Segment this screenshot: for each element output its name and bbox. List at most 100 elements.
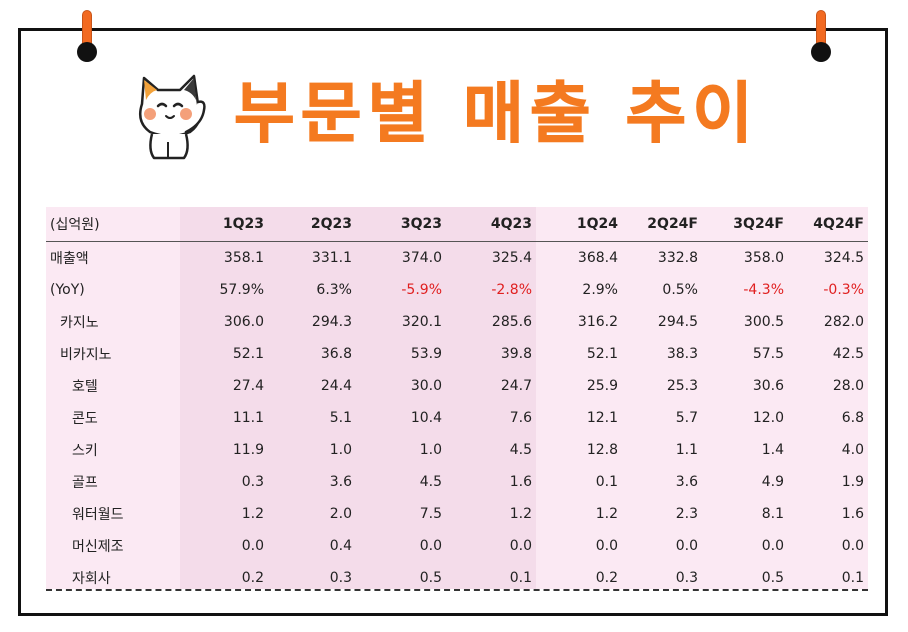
table-row: 매출액 358.1 331.1 374.0 325.4 368.4 332.8 358.0 32… (46, 242, 868, 275)
table-cell: 4.0 (841, 442, 864, 458)
col-header: 3Q23 (356, 207, 446, 242)
table-cell: 358.1 (223, 250, 264, 266)
table-cell: -2.8% (491, 282, 532, 298)
table-row: 골프 0.3 3.6 4.5 1.6 0.1 3.6 4.9 1.9 (46, 466, 868, 498)
table-cell: 12.0 (752, 410, 784, 426)
table-cell: 7.5 (419, 506, 442, 522)
table-cell: 294.3 (311, 314, 352, 330)
table-cell: 10.4 (410, 410, 442, 426)
table-cell: 4.5 (419, 474, 442, 490)
cat-mascot-icon (139, 74, 206, 160)
table-cell: 0.3 (675, 570, 698, 586)
table-header-row: (십억원) 1Q23 2Q23 3Q23 4Q23 1Q24 2Q24F 3Q2… (46, 207, 868, 242)
table-cell: 374.0 (401, 250, 442, 266)
table-cell: 0.0 (509, 538, 532, 554)
table-cell: 25.3 (666, 378, 698, 394)
table-cell: 3.6 (675, 474, 698, 490)
table-cell: 1.0 (419, 442, 442, 458)
table-row: (YoY) 57.9% 6.3% -5.9% -2.8% 2.9% 0.5% -4.3% -0.… (46, 274, 868, 306)
table-cell: 324.5 (823, 250, 864, 266)
table-row: 콘도 11.1 5.1 10.4 7.6 12.1 5.7 12.0 6.8 (46, 402, 868, 434)
table-cell: 1.1 (675, 442, 698, 458)
table-cell: 28.0 (832, 378, 864, 394)
table-cell: 1.2 (509, 506, 532, 522)
table-cell: 2.3 (675, 506, 698, 522)
table-cell: 42.5 (832, 346, 864, 362)
revenue-table: (십억원) 1Q23 2Q23 3Q23 4Q23 1Q24 2Q24F 3Q2… (46, 207, 868, 594)
table-cell: 0.0 (761, 538, 784, 554)
row-label: 비카지노 (60, 347, 112, 363)
table-cell: 300.5 (743, 314, 784, 330)
table-cell: -0.3% (823, 282, 864, 298)
row-label: 워터월드 (72, 507, 124, 523)
table-cell: 368.4 (577, 250, 618, 266)
table-cell: 1.9 (841, 474, 864, 490)
table-cell: 0.2 (241, 570, 264, 586)
table-cell: -4.3% (743, 282, 784, 298)
table-cell: -5.9% (401, 282, 442, 298)
table-cell: 2.0 (329, 506, 352, 522)
table-cell: 1.4 (761, 442, 784, 458)
table-cell: 57.9% (219, 282, 264, 298)
col-header: 3Q24F (702, 207, 788, 242)
col-header: 2Q24F (622, 207, 702, 242)
table-cell: 11.9 (232, 442, 264, 458)
table-cell: 1.6 (509, 474, 532, 490)
table-cell: 3.6 (329, 474, 352, 490)
row-label: 스키 (72, 443, 98, 459)
table-cell: 0.0 (595, 538, 618, 554)
table-cell: 25.9 (586, 378, 618, 394)
table-cell: 52.1 (586, 346, 618, 362)
table-cell: 0.3 (329, 570, 352, 586)
table-cell: 5.7 (675, 410, 698, 426)
table-cell: 8.1 (761, 506, 784, 522)
table-row: 자회사 0.2 0.3 0.5 0.1 0.2 0.3 0.5 0.1 (46, 562, 868, 594)
row-label: 골프 (72, 475, 98, 491)
table-cell: 294.5 (657, 314, 698, 330)
row-label: 매출액 (50, 251, 89, 267)
table-cell: 27.4 (232, 378, 264, 394)
table-cell: 24.7 (500, 378, 532, 394)
table-cell: 38.3 (666, 346, 698, 362)
table-cell: 5.1 (329, 410, 352, 426)
table-cell: 1.2 (595, 506, 618, 522)
table-cell: 4.9 (761, 474, 784, 490)
table-cell: 0.5 (419, 570, 442, 586)
table-cell: 0.5 (761, 570, 784, 586)
table-cell: 0.2 (595, 570, 618, 586)
table-cell: 30.6 (752, 378, 784, 394)
table-row: 비카지노 52.1 36.8 53.9 39.8 52.1 38.3 57.5 42.5 (46, 338, 868, 370)
row-label: (YoY) (50, 282, 85, 298)
table-cell: 39.8 (500, 346, 532, 362)
table-cell: 12.1 (586, 410, 618, 426)
table-cell: 36.8 (320, 346, 352, 362)
table-cell: 12.8 (586, 442, 618, 458)
page-title: 부문별 매출 추이 (234, 75, 759, 153)
row-label: 호텔 (72, 379, 98, 395)
table-cell: 0.1 (509, 570, 532, 586)
table-cell: 1.2 (241, 506, 264, 522)
table-row: 호텔 27.4 24.4 30.0 24.7 25.9 25.3 30.6 28.0 (46, 370, 868, 402)
table-cell: 52.1 (232, 346, 264, 362)
table-cell: 6.3% (316, 282, 352, 298)
table-cell: 30.0 (410, 378, 442, 394)
col-header: 4Q23 (446, 207, 536, 242)
table-highlight-2023 (180, 207, 536, 589)
row-label: 자회사 (72, 571, 111, 587)
left-pin-icon (77, 42, 97, 62)
table-row: 머신제조 0.0 0.4 0.0 0.0 0.0 0.0 0.0 0.0 (46, 530, 868, 562)
table-cell: 0.0 (241, 538, 264, 554)
table-cell: 0.0 (841, 538, 864, 554)
table-cell: 358.0 (743, 250, 784, 266)
col-header: 1Q23 (180, 207, 268, 242)
table-cell: 2.9% (582, 282, 618, 298)
table-cell: 7.6 (509, 410, 532, 426)
table-cell: 282.0 (823, 314, 864, 330)
row-label: 콘도 (72, 411, 98, 427)
table-row: 워터월드 1.2 2.0 7.5 1.2 1.2 2.3 8.1 1.6 (46, 498, 868, 530)
table-cell: 332.8 (657, 250, 698, 266)
table-cell: 0.5% (662, 282, 698, 298)
col-header: 4Q24F (788, 207, 868, 242)
table-cell: 0.4 (329, 538, 352, 554)
table-bottom-divider (46, 589, 868, 591)
